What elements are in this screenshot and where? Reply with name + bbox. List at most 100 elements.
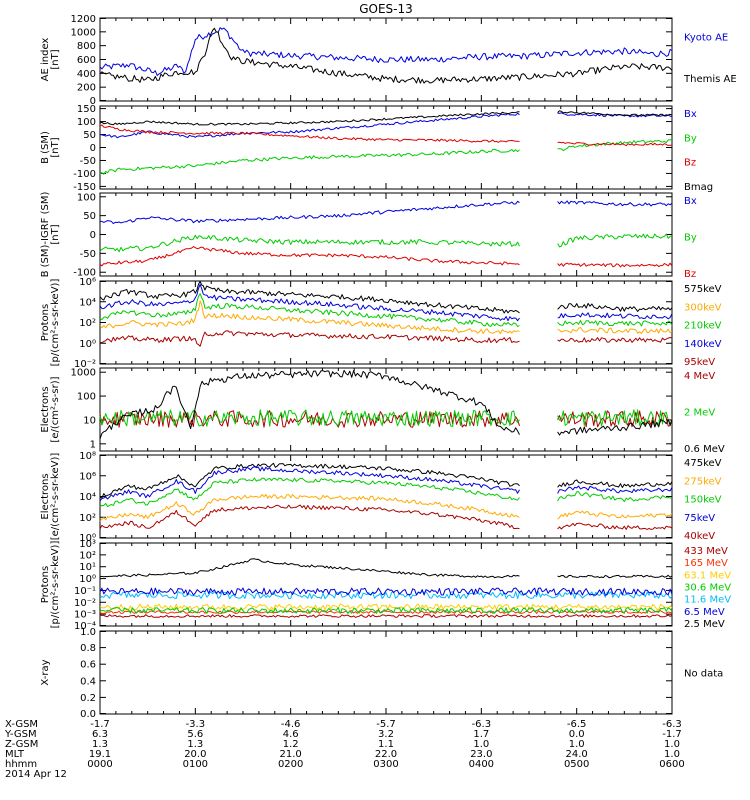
y-tick-label: 200 [77,83,96,94]
y-tick-label: 10⁴ [79,492,96,503]
series-line-40kev [99,504,673,530]
footer-value: 0000 [87,759,112,770]
series-line-0.6-mev [99,369,673,440]
legend-entry: Bz [684,269,696,280]
series-line-575kev [99,281,673,314]
legend-entry: 75keV [684,513,715,524]
y-tick-label: 600 [77,55,96,66]
y-tick-label: 0 [90,96,96,107]
y-axis-label: [nT] [50,224,61,244]
footer-value: 6.3 [92,729,108,740]
panel-electrons-mev: 1 10 100 1000 Electrons [e/(cm²-s-sr)] 4 MeV 2 … [40,367,725,455]
footer-value: -3.3 [186,719,206,730]
footer-value: 0100 [183,759,208,770]
legend-entry: 63.1 MeV [684,570,731,581]
series-line-63.1-mev [99,603,673,611]
y-tick-label: 1200 [71,14,96,25]
series-line-2-mev [99,409,673,427]
y-tick-label: 0.2 [80,693,96,704]
footer-value: -1.7 [662,729,682,740]
panel-note: No data [684,669,723,680]
panel-frame [99,17,673,102]
footer-value: -6.3 [662,719,682,730]
y-tick-label: 1 [90,439,96,450]
footer-value: 21.0 [280,749,302,760]
y-tick-label: 10⁻⁴ [74,621,96,632]
y-tick-label: 50 [83,211,96,222]
legend-entry: 165 MeV [684,558,728,569]
panel-frame [99,192,673,277]
footer-value: 1.0 [664,739,680,750]
legend-entry: Kyoto AE [684,32,728,43]
y-axis-label: [p/(cm²-s-sr-keV)] [50,541,61,629]
legend-entry: 300keV [684,302,722,313]
y-tick-label: 800 [77,41,96,52]
footer-value: 3.2 [378,729,394,740]
ephemeris-footer: X-GSM -1.7 -3.3 -4.6 -5.7 -6.3 -6.5 -6.3 Y-GSM 6.… [4,719,685,780]
footer-value: 1.2 [283,739,299,750]
legend-entry: 275keV [684,476,722,487]
y-tick-label: 10⁻² [74,598,96,609]
series-line-140kev [99,284,673,322]
footer-value: 1.0 [664,749,680,760]
y-tick-label: 1000 [71,368,96,379]
y-tick-label: -150 [73,182,96,193]
y-tick-label: -50 [80,249,96,260]
y-tick-label: 10⁻³ [74,610,96,621]
legend-entry: 30.6 MeV [684,583,731,594]
footer-value: -1.7 [90,719,110,730]
y-axis-label: B (SM) [40,131,51,164]
panel-frame [99,630,673,715]
legend-entry: Bx [684,109,697,120]
chart-title: GOES-13 [359,2,413,16]
legend-entry: 140keV [684,339,722,350]
y-tick-label: 10⁻² [74,359,96,370]
series-line-bz [99,124,673,147]
y-tick-label: 1000 [71,27,96,38]
y-tick-label: 0.0 [80,709,96,720]
y-tick-label: 50 [83,130,96,141]
series-line-bx [100,200,673,225]
y-axis-label: Protons [40,566,51,603]
panel-xray: 0.0 0.2 0.4 0.6 0.8 1.0 X-ray No data [40,627,723,720]
series-line-bz [99,246,673,268]
footer-value: 1.3 [92,739,108,750]
panel-b-sm-igrf: -100 -50 0 50 100 B (SM)-IGRF (SM) [nT] Bx By Bz [40,192,697,280]
y-tick-label: 150 [77,104,96,115]
panel-b-sm: -150 -100 -50 0 50 100 150 B (SM) [nT] Bx By Bz Bmag [40,104,713,193]
y-tick-label: -100 [73,268,96,279]
legend-entry: 2 MeV [684,408,715,419]
series-line-6.5-mev [99,587,673,596]
series-line-kyoto-ae [99,27,673,76]
y-axis-label: [p/(cm²-s-sr-keV)] [50,279,61,367]
footer-value: 24.0 [566,749,588,760]
footer-value: 4.6 [283,729,299,740]
y-tick-label: 10² [79,513,96,524]
y-axis-label: AE index [40,38,51,82]
series-line-433-mev [99,614,673,618]
legend-entry: 575keV [684,284,722,295]
y-tick-label: 100 [77,192,96,203]
y-tick-label: 400 [77,69,96,80]
y-tick-label: 10³ [79,539,96,550]
legend-entry: 0.6 MeV [684,444,725,455]
series-line-165-mev [99,610,673,614]
y-tick-label: 0.6 [80,660,96,671]
y-tick-label: 10⁴ [79,297,96,308]
y-axis-label: B (SM)-IGRF (SM) [40,192,51,278]
series-line-themis-ae [99,27,673,84]
series-line-30.6-mev [99,607,673,614]
y-tick-label: 1.0 [80,627,96,638]
footer-value: 1.0 [473,739,489,750]
footer-row-label: hhmm [5,759,37,770]
legend-entry: Bz [684,158,696,169]
footer-value: 23.0 [470,749,492,760]
series-line-275kev [99,494,673,522]
panel-stack: 0 200 400 600 800 1000 1200 AE index [nT] Kyoto A… [40,14,737,720]
legend-entry: By [684,133,697,144]
footer-row-label: Y-GSM [4,729,37,740]
panel-ae: 0 200 400 600 800 1000 1200 AE index [nT] Kyoto A… [40,14,737,107]
footer-value: 1.0 [569,739,585,750]
panel-protons-lo: 10⁻² 10⁰ 10² 10⁴ 10⁶ Protons [p/(cm²-s-sr-keV)… [40,277,722,370]
